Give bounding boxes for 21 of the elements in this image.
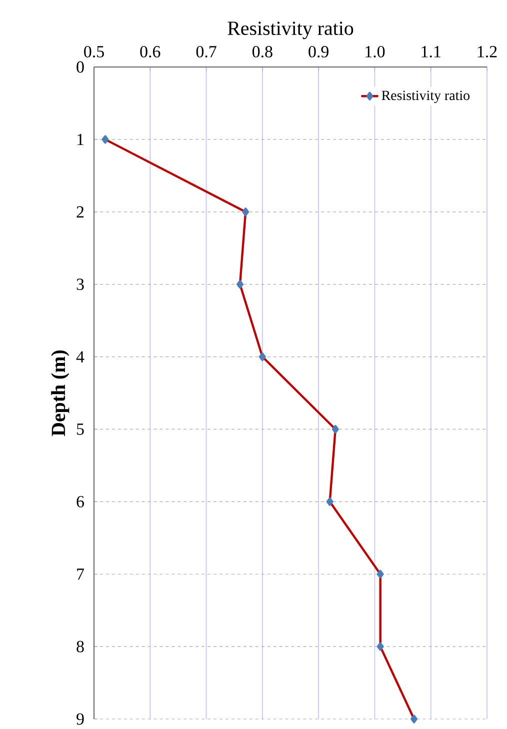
x-tick-label: 1.2: [478, 46, 497, 58]
x-tick-label: 0.5: [84, 46, 104, 58]
legend-label: Resistivity ratio: [382, 90, 470, 103]
y-axis-title: Depth (m): [51, 350, 70, 436]
x-tick-label: 0.7: [196, 46, 216, 58]
y-tick-label: 9: [76, 713, 84, 725]
y-tick-label: 3: [76, 278, 84, 290]
x-tick-label: 1.0: [366, 46, 385, 58]
y-tick-label: 6: [76, 496, 84, 508]
y-tick-label: 1: [77, 134, 84, 146]
y-tick-label: 0: [76, 61, 84, 73]
x-tick-label: 1.1: [422, 46, 440, 58]
y-tick-label: 7: [77, 568, 84, 580]
x-axis-title: Resistivity ratio: [228, 22, 354, 40]
y-tick-label: 4: [76, 351, 84, 362]
y-tick-label: 8: [76, 640, 84, 652]
x-tick-label: 0.8: [252, 46, 272, 58]
y-tick-label: 2: [76, 206, 84, 218]
y-tick-label: 5: [76, 424, 84, 435]
x-tick-label: 0.6: [140, 46, 160, 58]
x-tick-label: 0.9: [308, 46, 328, 58]
